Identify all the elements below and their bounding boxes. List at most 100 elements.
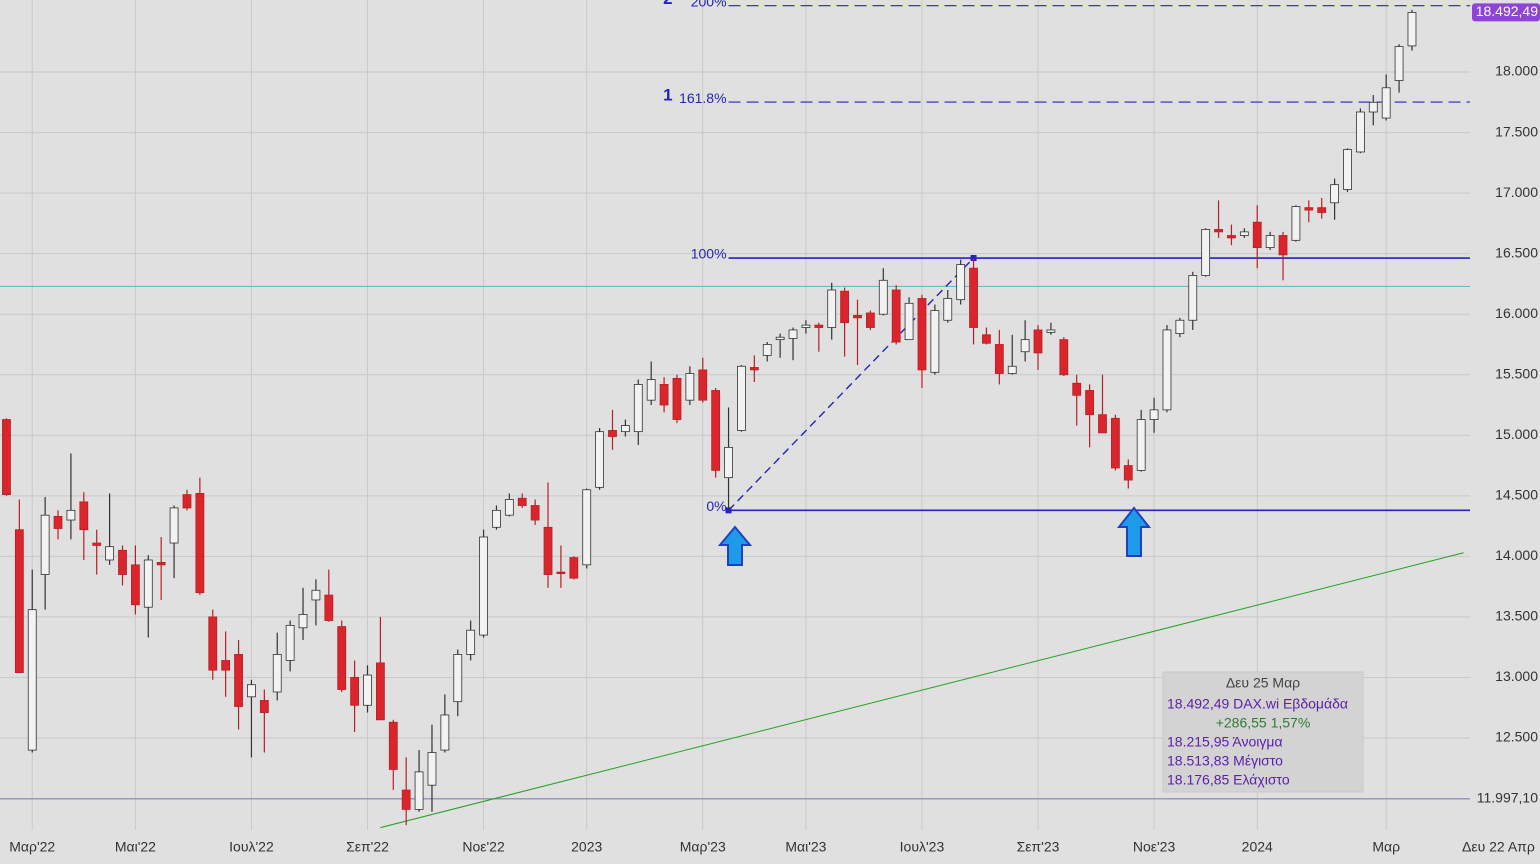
line-label-bg [1474,789,1540,808]
info-line: 18.492,49 DAX.wi Εβδομάδα [1167,696,1348,712]
candle-body [1110,417,1120,469]
candle-body [195,492,205,594]
x-tick-label: Ιουλ'23 [900,839,945,855]
info-box-bg [1162,671,1364,793]
info-line: +286,55 1,57% [1216,715,1311,731]
candle-body [724,446,733,479]
candle-body [917,298,927,371]
candle-body [620,425,630,433]
candle-body [1007,365,1017,374]
candle-body [401,789,411,810]
candle-body [79,501,89,531]
candle-body [865,312,875,328]
fib-label: 200% [691,0,727,9]
line-label: 11.997,10 [1477,790,1538,806]
info-line: 18.215,95 Άνοιγμα [1167,734,1283,750]
candle-body [272,654,282,693]
candle-body [904,302,914,341]
fib-label: 0% [706,498,726,514]
arrow [717,525,753,566]
candle-body [556,571,566,575]
candle-body [1098,414,1107,434]
candle-body [1394,46,1404,81]
candle-body [994,344,1004,374]
y-tick-label: 13.500 [1495,608,1538,624]
candle-body [530,505,540,521]
candle-body [298,614,308,629]
candle-body [1317,207,1327,213]
candle-body [982,334,991,344]
candle-body [1252,221,1262,249]
candle-body [1033,329,1043,354]
x-tick-label: Μαρ'23 [680,839,726,855]
candle-body [1291,206,1301,241]
y-tick-label: 14.000 [1495,547,1538,563]
candle-body [788,329,798,339]
candle-body [801,324,811,328]
x-tick-label: Μαι'22 [115,839,156,855]
candle-body [1227,235,1236,239]
fib-label: 100% [691,246,727,262]
candle-body [143,559,153,608]
candle-body [737,365,746,431]
candle-body [14,529,24,673]
candle-body [698,369,708,401]
y-tick-label: 16.500 [1495,244,1538,260]
candle-body [118,549,127,575]
y-tick-label: 15.000 [1495,426,1538,442]
candle-body [659,384,669,406]
candle-body [1201,229,1211,276]
candle-body [827,289,837,328]
candle-body [814,324,824,328]
candle-body [53,516,63,529]
candle-body [311,589,321,601]
candle-body [466,629,476,655]
fib-marker: 2 [663,0,672,8]
candle-body [169,507,179,544]
candle-body [247,684,256,698]
candle-body [130,564,140,606]
candle-body [685,373,695,401]
candle-body [517,497,527,506]
candle-body [388,721,398,770]
candle-body [762,344,772,356]
x-tick-label: Μαι'23 [785,839,826,855]
candle-body [672,377,682,420]
candle-body [595,431,605,488]
candle-body [633,384,643,433]
candle-body [1046,329,1056,333]
candle-body [1136,419,1146,471]
candle-body [92,542,102,546]
candle-body [1278,235,1288,256]
candle-body [479,536,488,636]
candle-body [1149,409,1159,420]
fib-anchor-line [728,257,975,511]
candle-body [363,674,372,706]
candle-body [1330,184,1340,204]
y-tick-label: 15.500 [1495,365,1538,381]
price-badge [1472,3,1540,22]
price-badge-label: 18.492,49 [1476,3,1538,19]
candle-body [1085,390,1095,416]
candle-body [853,315,862,319]
candle-body [775,336,785,341]
candle-body [1407,12,1417,47]
candle-body [1214,229,1223,233]
candle-body [749,367,759,371]
candle-body [221,660,231,671]
candle-body [1175,319,1185,334]
candle-body [337,626,347,690]
candle-body [1355,111,1365,153]
candle-body [1343,149,1352,190]
candle-body [840,290,850,324]
x-end-label: Δευ 22 Απρ [1462,839,1535,855]
candle-body [504,499,514,516]
candle-body [440,714,450,751]
x-tick-label: Νοε'22 [462,839,505,855]
candle-body [1265,235,1275,249]
candle-body [582,489,592,566]
candle-body [324,594,334,621]
x-tick-label: Σεπ'22 [346,839,389,855]
